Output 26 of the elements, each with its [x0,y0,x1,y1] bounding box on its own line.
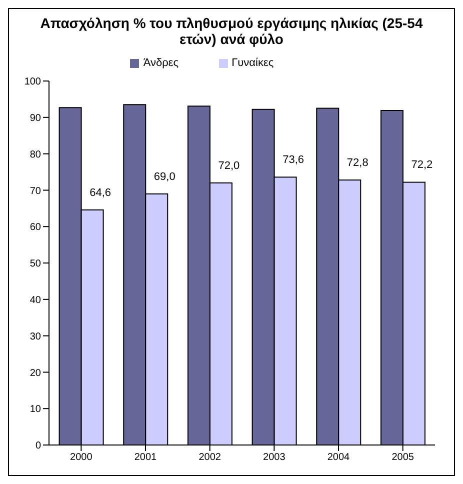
data-label: 72,8 [346,157,368,170]
x-tick-label: 2001 [134,452,158,464]
y-tick-label: 20 [30,368,42,379]
y-tick-label: 30 [30,331,42,342]
y-tick-label: 60 [30,222,42,234]
legend-label: Γυναίκες [232,57,274,69]
data-label: 72,0 [218,160,240,172]
data-label: 72,2 [411,159,433,172]
y-tick-label: 90 [30,112,42,124]
y-tick-label: 70 [30,186,42,197]
x-tick-label: 2000 [70,452,93,464]
x-tick-label: 2003 [263,452,286,464]
x-tick-label: 2002 [198,452,222,464]
chart-title: Απασχόληση % του πληθυσμού εργάσιμης ηλικίας (25-54 ετών) ανά φύλο [39,14,424,47]
y-tick-label: 0 [35,440,42,452]
x-tick-label: 2004 [327,452,350,464]
data-label: 64,6 [90,186,112,199]
y-tick-label: 10 [30,404,42,416]
legend-label: Άνδρες [143,57,179,69]
y-tick-label: 80 [30,149,42,160]
y-tick-label: 100 [24,76,42,88]
data-label: 73,6 [282,154,304,166]
y-tick-label: 40 [30,294,42,306]
y-tick-label: 50 [30,258,42,270]
x-tick-label: 2005 [392,452,414,464]
data-label: 69,0 [154,170,176,183]
